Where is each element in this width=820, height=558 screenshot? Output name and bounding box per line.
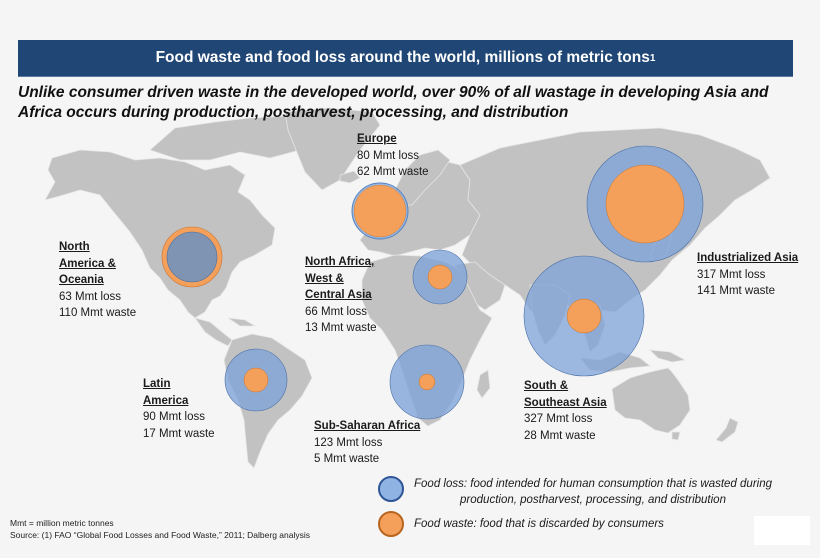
- footnote-definition: Mmt = million metric tonnes: [10, 518, 114, 528]
- bubbles: [161, 145, 704, 420]
- label-south-asia: South & Southeast Asia 327 Mmt loss 28 M…: [524, 378, 607, 444]
- waste-value: 28 Mmt waste: [524, 429, 596, 442]
- caribbean-shape: [227, 317, 257, 327]
- tasmania-shape: [671, 431, 681, 441]
- region-name: America &: [59, 257, 116, 270]
- madagascar-shape: [476, 369, 491, 399]
- loss-value: 63 Mmt loss: [59, 290, 121, 303]
- loss-value: 317 Mmt loss: [697, 268, 766, 281]
- region-name: North: [59, 241, 90, 253]
- loss-value: 90 Mmt loss: [143, 411, 205, 423]
- loss-value: 327 Mmt loss: [524, 413, 593, 425]
- label-latin-america: Latin America 90 Mmt loss 17 Mmt waste: [143, 376, 215, 442]
- region-name: Industrialized Asia: [697, 252, 799, 264]
- loss-value: 80 Mmt loss: [357, 149, 419, 162]
- north-africa-waste-bubble: [427, 264, 453, 290]
- chart-subtitle: Unlike consumer driven waste in the deve…: [18, 84, 769, 121]
- footnote: Mmt = million metric tonnes Source: (1) …: [10, 517, 310, 541]
- label-north-africa: North Africa, West & Central Asia 66 Mmt…: [305, 254, 377, 337]
- region-name: Sub-Saharan Africa: [314, 420, 421, 432]
- legend-loss-text: Food loss: food intended for human consu…: [414, 476, 772, 508]
- legend-waste-text: Food waste: food that is discarded by co…: [414, 518, 664, 530]
- new-guinea-shape: [648, 349, 687, 363]
- legend: Food loss: food intended for human consu…: [378, 476, 772, 537]
- north-america-shape: [44, 149, 276, 319]
- waste-value: 110 Mmt waste: [59, 307, 137, 319]
- central-america-shape: [194, 317, 233, 347]
- loss-value: 66 Mmt loss: [305, 305, 367, 318]
- label-industrialized-asia: Industrialized Asia 317 Mmt loss 141 Mmt…: [697, 250, 798, 300]
- south-asia-waste-bubble: [566, 298, 602, 334]
- region-name: North Africa,: [305, 256, 375, 268]
- waste-value: 5 Mmt waste: [314, 453, 380, 465]
- legend-item-waste: Food waste: food that is discarded by co…: [378, 511, 772, 537]
- legend-item-loss: Food loss: food intended for human consu…: [378, 476, 772, 508]
- loss-circle-icon: [378, 476, 404, 502]
- waste-value: 62 Mmt waste: [357, 166, 429, 178]
- north-america-loss-bubble: [166, 231, 218, 283]
- legend-loss-line2: production, postharvest, processing, and…: [460, 494, 726, 506]
- region-name: Oceania: [59, 274, 104, 286]
- region-name: Central Asia: [305, 289, 372, 301]
- region-name: Southeast Asia: [524, 396, 607, 409]
- latin-america-waste-bubble: [243, 367, 269, 393]
- region-name: South &: [524, 380, 569, 392]
- label-north-america: North America & Oceania 63 Mmt loss 110 …: [59, 239, 136, 322]
- footnote-source: Source: (1) FAO “Global Food Losses and …: [10, 530, 311, 540]
- region-name: Europe: [357, 133, 397, 145]
- region-name: West &: [305, 272, 344, 285]
- waste-value: 17 Mmt waste: [143, 427, 215, 440]
- waste-value: 13 Mmt waste: [305, 322, 377, 334]
- region-name: America: [143, 394, 189, 407]
- title-footnote-mark: 1: [649, 52, 656, 64]
- iceland-shape: [339, 170, 361, 184]
- label-europe: Europe 80 Mmt loss 62 Mmt waste: [357, 131, 429, 181]
- blank-box: [754, 516, 810, 545]
- waste-circle-icon: [378, 511, 404, 537]
- label-sub-saharan-africa: Sub-Saharan Africa 123 Mmt loss 5 Mmt wa…: [314, 418, 420, 468]
- legend-loss-line1: Food loss: food intended for human consu…: [414, 478, 772, 490]
- loss-value: 123 Mmt loss: [314, 436, 383, 449]
- region-name: Latin: [143, 378, 171, 390]
- chart-title-bar: Food waste and food loss around the worl…: [18, 40, 793, 77]
- australia-shape: [611, 367, 691, 434]
- europe-waste-bubble: [353, 184, 407, 238]
- sub-saharan-waste-bubble: [418, 373, 436, 391]
- new-zealand-shape: [715, 417, 739, 443]
- waste-value: 141 Mmt waste: [697, 285, 775, 297]
- industrialized-asia-waste-bubble: [605, 164, 685, 244]
- chart-title: Food waste and food loss around the worl…: [155, 49, 650, 66]
